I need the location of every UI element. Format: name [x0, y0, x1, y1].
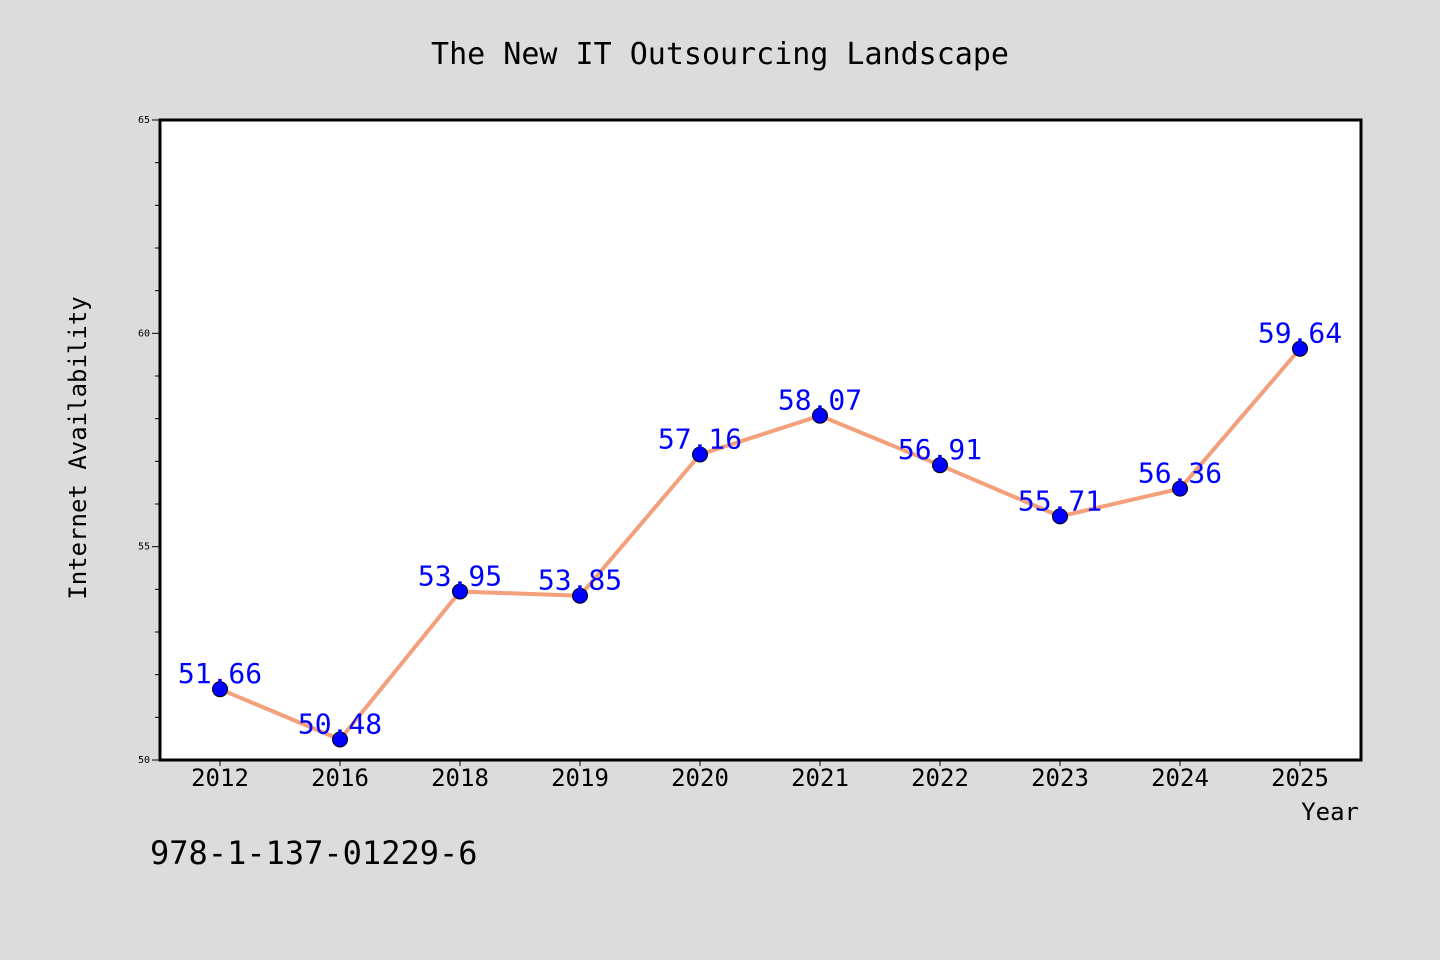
- x-tick-label: 2025: [1271, 764, 1329, 792]
- data-point: [572, 587, 588, 604]
- data-point: [452, 583, 468, 600]
- data-label: 56.91: [898, 433, 982, 466]
- x-tick-label: 2019: [551, 764, 609, 792]
- data-label: 59.64: [1258, 317, 1342, 350]
- y-tick-label: 55: [138, 542, 150, 553]
- data-label: 53.85: [538, 564, 622, 597]
- y-axis: 50 55 60 65: [138, 115, 160, 766]
- x-tick-label: 2020: [671, 764, 729, 792]
- y-tick-label: 60: [138, 328, 150, 339]
- data-point: [812, 407, 828, 424]
- data-label: 51.66: [178, 657, 262, 690]
- data-label: 57.16: [658, 423, 742, 456]
- y-tick-label: 50: [138, 755, 150, 766]
- data-point: [1172, 480, 1188, 497]
- x-tick-label: 2018: [431, 764, 489, 792]
- x-axis: 2012 2016 2018 2019 2020 2021 2022 2023 2024 2025: [191, 760, 1329, 792]
- data-label: 55.71: [1018, 484, 1102, 517]
- data-point: [212, 681, 228, 698]
- series-line: [218, 346, 1302, 742]
- data-label: 53.95: [418, 559, 502, 592]
- data-point: [332, 731, 348, 748]
- data-label: 56.36: [1138, 457, 1222, 490]
- data-label: 50.48: [298, 708, 382, 741]
- data-label: 58.07: [778, 384, 862, 417]
- y-axis-label: Internet Availability: [64, 296, 92, 599]
- x-tick-label: 2021: [791, 764, 849, 792]
- x-tick-label: 2024: [1151, 764, 1209, 792]
- x-tick-label: 2012: [191, 764, 249, 792]
- isbn-annotation: 978-1-137-01229-6: [150, 834, 478, 872]
- y-tick-label: 65: [138, 115, 150, 126]
- series-layer: 51.66 50.48 53.95 53.85 57.16 58.07 56.91 55.71…: [178, 317, 1342, 748]
- plot-area: [158, 118, 1363, 762]
- x-axis-label: Year: [1301, 798, 1359, 826]
- chart-title: The New IT Outsourcing Landscape: [431, 37, 1009, 72]
- data-point: [932, 457, 948, 474]
- x-tick-label: 2016: [311, 764, 369, 792]
- data-point: [1292, 340, 1308, 357]
- x-tick-label: 2022: [911, 764, 969, 792]
- data-point: [1052, 508, 1068, 525]
- x-tick-label: 2023: [1031, 764, 1089, 792]
- data-point: [692, 446, 708, 463]
